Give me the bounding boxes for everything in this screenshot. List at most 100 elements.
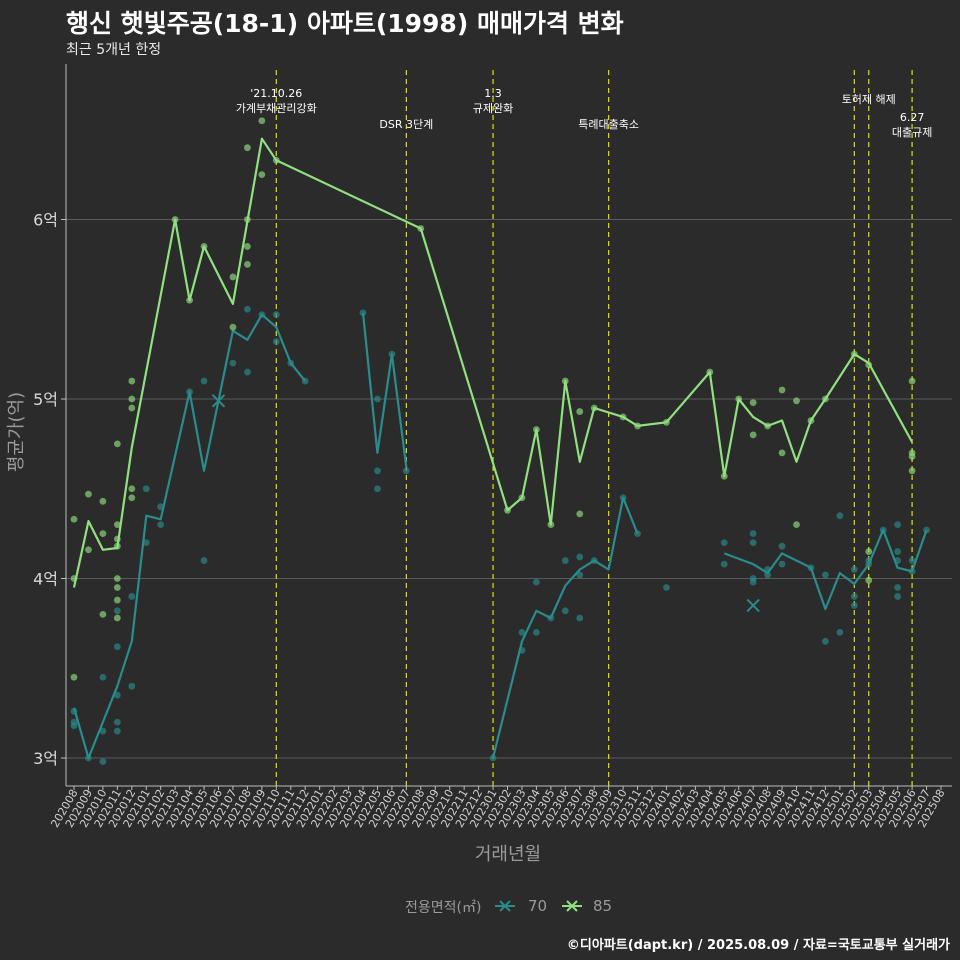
x-marker-70	[211, 394, 226, 408]
data-point-70	[576, 571, 584, 579]
data-point-70	[229, 359, 237, 367]
data-point-70	[99, 673, 107, 681]
data-point-70	[561, 607, 569, 615]
data-point-85	[85, 546, 92, 554]
data-point-70	[894, 593, 902, 600]
annotation-label: 규제완화	[473, 102, 513, 115]
data-point-70	[533, 628, 540, 636]
data-point-70	[749, 530, 757, 538]
data-point-85	[128, 485, 136, 493]
data-point-85	[229, 323, 237, 331]
data-point-70	[113, 643, 121, 651]
data-point-85	[258, 117, 266, 125]
y-tick-label: 3억	[33, 749, 58, 768]
data-point-70	[128, 593, 136, 600]
y-axis-title: 평균가(억)	[6, 392, 27, 472]
data-point-85	[113, 575, 121, 582]
legend-label-70: 70	[528, 897, 548, 915]
data-point-85	[793, 521, 800, 529]
data-point-70	[894, 548, 902, 555]
data-point-70	[850, 602, 858, 609]
data-point-70	[836, 628, 844, 636]
series-line-70	[361, 312, 408, 468]
data-point-70	[749, 575, 757, 582]
data-point-85	[113, 521, 121, 529]
data-point-70	[374, 395, 381, 403]
data-point-85	[128, 404, 136, 412]
data-point-70	[850, 566, 858, 573]
data-point-70	[576, 614, 584, 622]
data-point-85	[128, 395, 136, 403]
annotation-label: '21.10.26	[250, 87, 302, 100]
data-point-70	[113, 718, 121, 726]
data-point-70	[272, 311, 280, 319]
data-point-70	[70, 718, 78, 726]
data-point-70	[836, 512, 844, 520]
data-point-70	[99, 727, 107, 735]
y-tick-label: 4억	[33, 570, 58, 589]
annotation-label: 토허제 해제	[842, 92, 896, 106]
data-point-70	[374, 467, 381, 475]
data-point-70	[113, 727, 121, 735]
annotation-label: 특례대출축소	[578, 118, 639, 131]
data-point-70	[749, 539, 757, 546]
data-point-85	[908, 453, 916, 460]
data-point-70	[402, 467, 410, 475]
data-point-85	[778, 386, 786, 394]
page-title: 행신 햇빛주공(18-1) 아파트(1998) 매매가격 변화	[66, 9, 624, 38]
data-point-70	[272, 338, 280, 345]
data-point-70	[576, 553, 584, 561]
data-point-70	[99, 758, 107, 765]
data-point-85	[229, 273, 237, 281]
annotation-label: 1.3	[484, 87, 502, 100]
data-point-70	[518, 628, 526, 636]
data-point-85	[749, 399, 757, 406]
data-point-70	[778, 542, 786, 550]
data-point-70	[778, 560, 786, 568]
annotation-label: 대출규제	[892, 126, 932, 139]
data-point-85	[128, 377, 136, 385]
legend-label-85: 85	[593, 897, 613, 915]
data-point-70	[720, 560, 728, 568]
y-tick-label: 6억	[33, 211, 58, 230]
data-point-70	[374, 485, 381, 493]
data-point-85	[113, 596, 121, 604]
annotation-label: DSR 3단계	[379, 118, 433, 131]
data-point-70	[200, 377, 208, 385]
data-point-70	[128, 682, 136, 690]
data-point-85	[244, 243, 251, 250]
data-point-70	[908, 557, 916, 564]
data-point-85	[749, 431, 757, 439]
data-point-85	[865, 576, 873, 584]
data-point-85	[908, 377, 916, 385]
data-point-85	[258, 171, 266, 179]
data-point-70	[142, 485, 150, 493]
data-point-70	[894, 584, 902, 591]
data-point-70	[822, 637, 829, 645]
data-point-70	[533, 578, 540, 586]
data-point-85	[244, 144, 251, 152]
data-point-85	[128, 494, 136, 502]
data-point-70	[113, 607, 121, 615]
data-point-70	[822, 571, 829, 579]
series-line-70	[72, 313, 307, 760]
data-point-85	[576, 408, 584, 415]
data-point-85	[908, 467, 916, 475]
data-point-85	[85, 490, 92, 498]
annotation-label: 가계부채관리강화	[236, 102, 317, 115]
data-point-70	[157, 521, 165, 529]
data-point-70	[244, 368, 251, 376]
x-axis-title: 거래년월	[475, 844, 541, 865]
data-point-70	[113, 691, 121, 699]
data-point-70	[561, 557, 569, 564]
data-point-70	[850, 593, 858, 600]
data-point-70	[663, 584, 670, 591]
data-point-70	[200, 557, 208, 564]
series-line-70	[723, 528, 928, 611]
data-point-70	[720, 539, 728, 546]
data-point-85	[70, 515, 78, 523]
data-point-85	[793, 397, 800, 405]
annotation-label: 6.27	[900, 111, 925, 124]
data-point-85	[576, 510, 584, 518]
series-line-85	[72, 137, 914, 588]
